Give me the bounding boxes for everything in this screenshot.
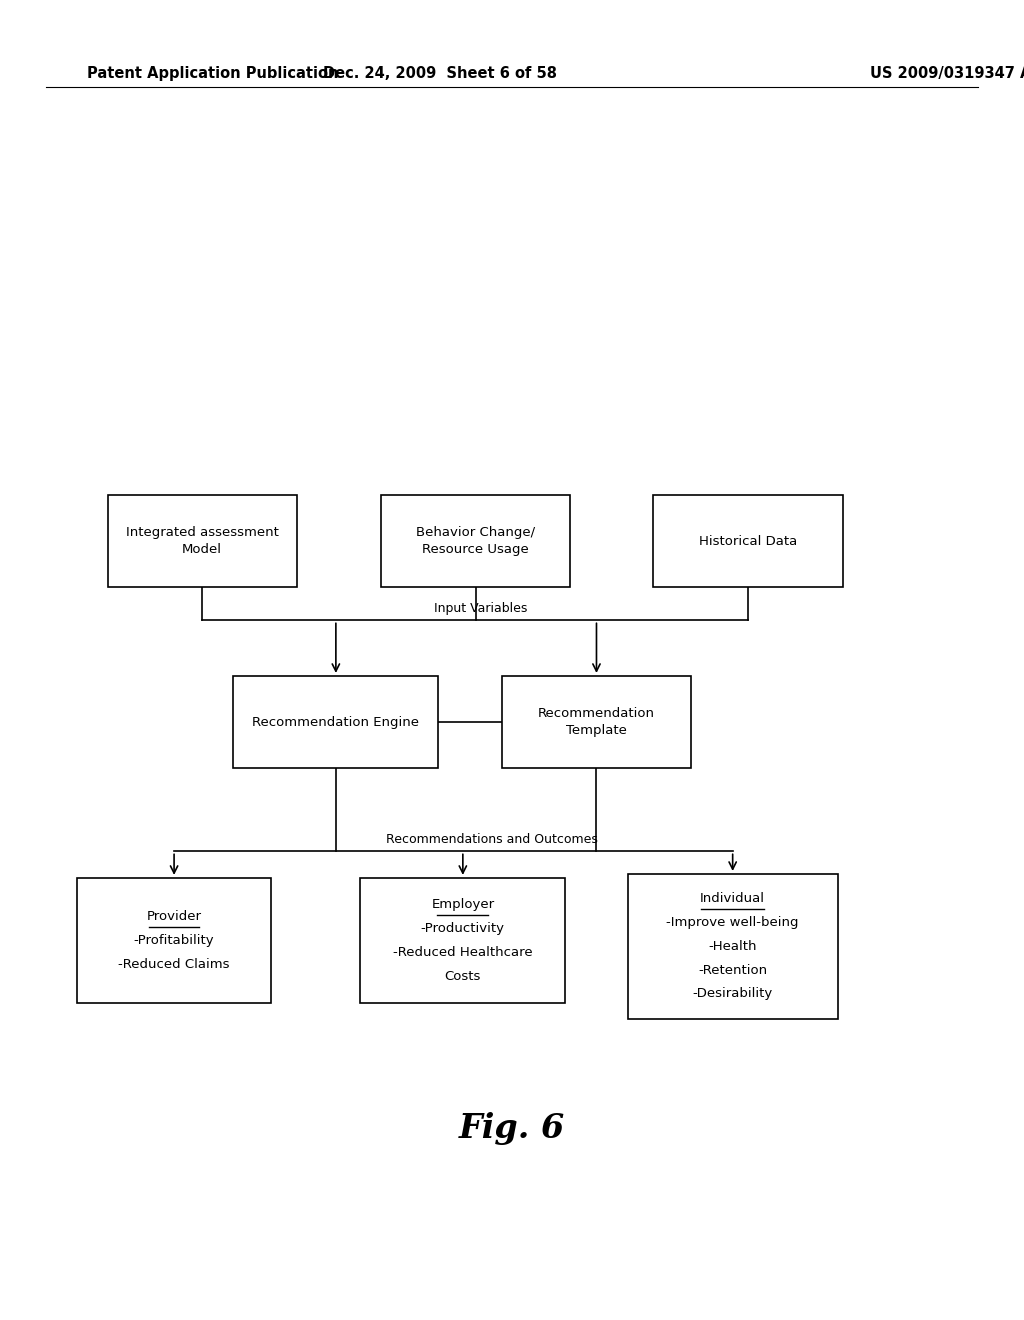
Text: Historical Data: Historical Data <box>699 535 797 548</box>
Text: -Retention: -Retention <box>698 964 767 977</box>
Text: Recommendation Engine: Recommendation Engine <box>252 715 420 729</box>
Text: Input Variables: Input Variables <box>434 602 527 615</box>
Text: Dec. 24, 2009  Sheet 6 of 58: Dec. 24, 2009 Sheet 6 of 58 <box>324 66 557 82</box>
Text: Provider: Provider <box>146 911 202 923</box>
Text: Individual: Individual <box>700 892 765 906</box>
FancyBboxPatch shape <box>360 878 565 1003</box>
Text: Fig. 6: Fig. 6 <box>459 1111 565 1146</box>
Text: Integrated assessment
Model: Integrated assessment Model <box>126 525 279 557</box>
FancyBboxPatch shape <box>653 495 843 587</box>
FancyBboxPatch shape <box>77 878 271 1003</box>
Text: -Reduced Claims: -Reduced Claims <box>119 958 229 970</box>
Text: -Improve well-being: -Improve well-being <box>667 916 799 929</box>
FancyBboxPatch shape <box>502 676 691 768</box>
Text: Costs: Costs <box>444 970 481 982</box>
Text: -Reduced Healthcare: -Reduced Healthcare <box>393 946 532 958</box>
FancyBboxPatch shape <box>233 676 438 768</box>
Text: Recommendation
Template: Recommendation Template <box>538 706 655 738</box>
Text: US 2009/0319347 A1: US 2009/0319347 A1 <box>870 66 1024 82</box>
Text: Recommendations and Outcomes: Recommendations and Outcomes <box>386 833 598 846</box>
FancyBboxPatch shape <box>628 874 838 1019</box>
Text: Behavior Change/
Resource Usage: Behavior Change/ Resource Usage <box>416 525 536 557</box>
Text: -Desirability: -Desirability <box>692 987 773 1001</box>
Text: Patent Application Publication: Patent Application Publication <box>87 66 339 82</box>
Text: Employer: Employer <box>431 899 495 911</box>
Text: -Health: -Health <box>709 940 757 953</box>
FancyBboxPatch shape <box>108 495 297 587</box>
FancyBboxPatch shape <box>381 495 570 587</box>
Text: -Productivity: -Productivity <box>421 923 505 935</box>
Text: -Profitability: -Profitability <box>134 935 214 946</box>
